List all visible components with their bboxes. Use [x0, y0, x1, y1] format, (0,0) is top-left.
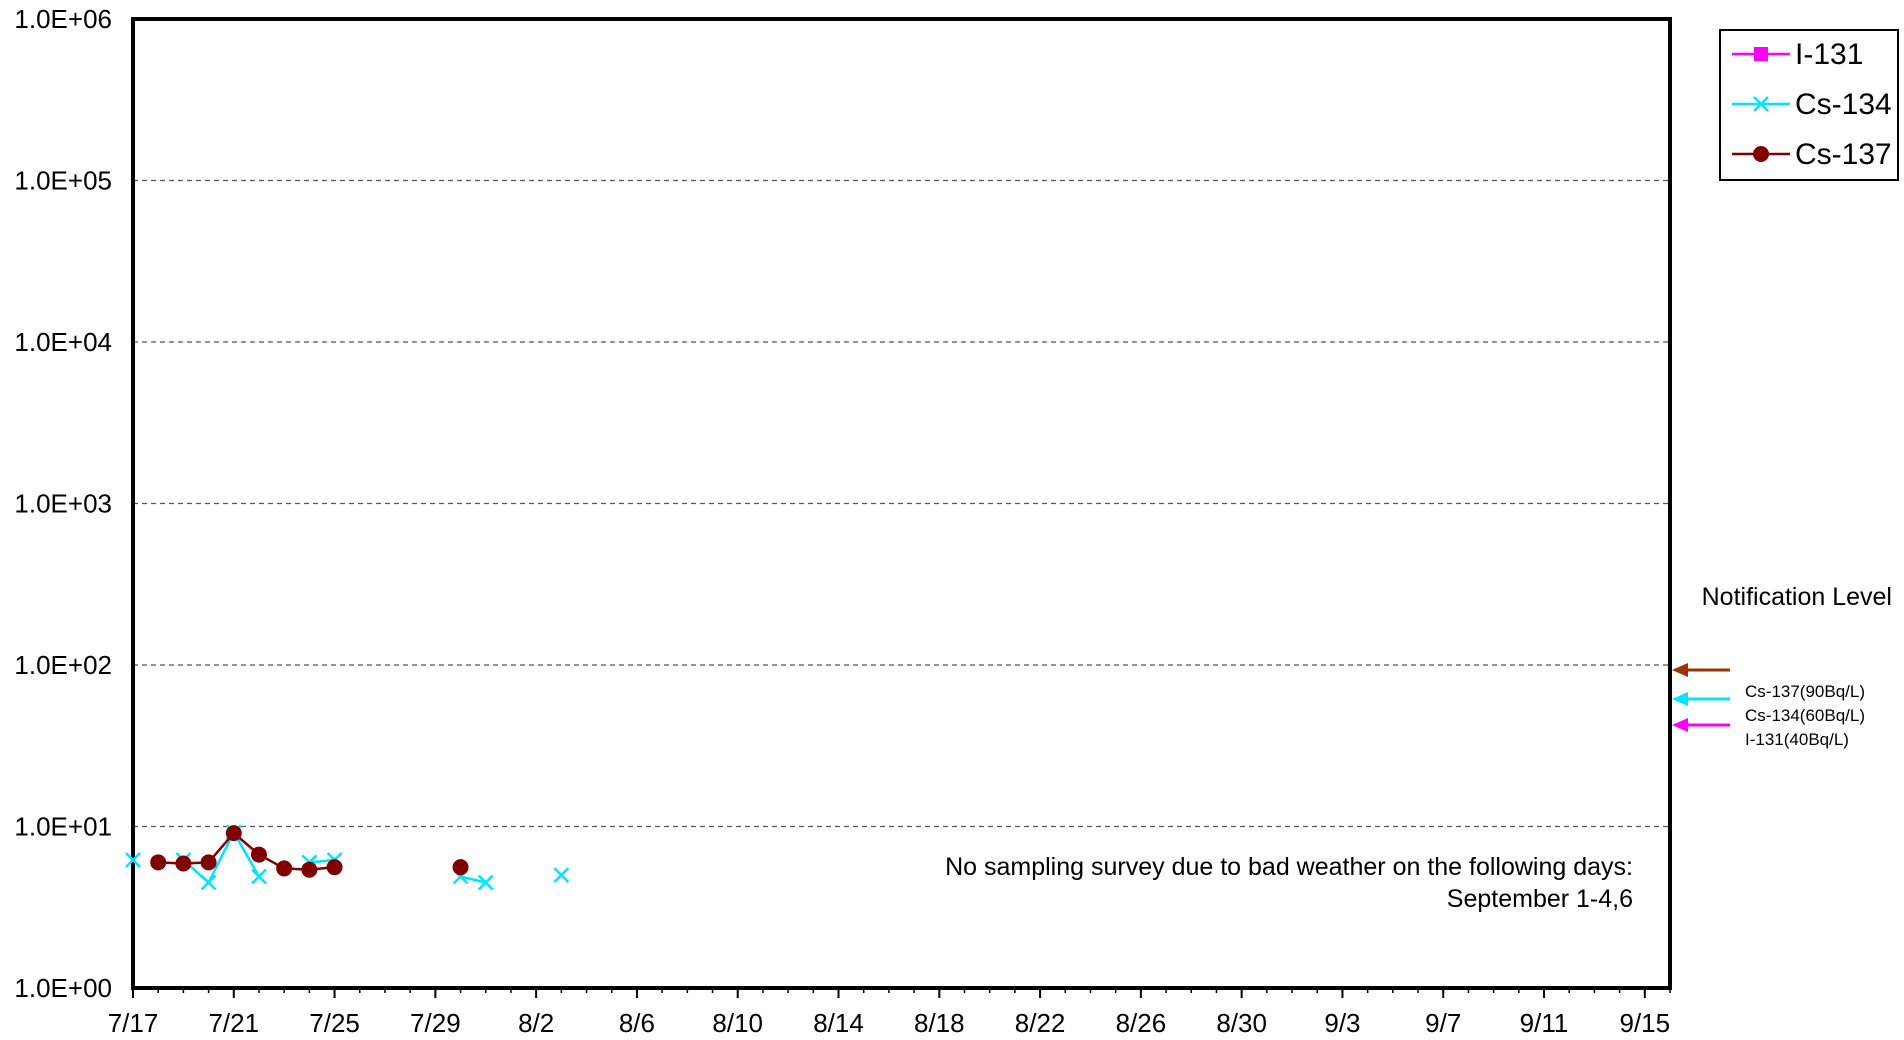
y-tick-label: 1.0E+06	[14, 4, 112, 34]
data-point	[250, 846, 267, 863]
data-point	[125, 852, 141, 868]
x-tick-label: 8/14	[813, 1008, 864, 1038]
x-tick-label: 8/6	[619, 1008, 655, 1038]
data-point	[452, 859, 469, 876]
y-axis: 1.0E+00 1.0E+01 1.0E+02 1.0E+03 1.0E+04 1.0E+…	[14, 4, 112, 1003]
notification-level-item: I-131(40Bq/L)	[1672, 718, 1849, 749]
data-point	[225, 825, 242, 842]
y-tick-label: 1.0E+00	[14, 973, 112, 1003]
data-point	[301, 861, 318, 878]
x-tick-label: 9/7	[1425, 1008, 1461, 1038]
weather-note: No sampling survey due to bad weather on…	[945, 853, 1633, 913]
notification-arrow-head	[1672, 663, 1688, 677]
y-tick-label: 1.0E+02	[14, 650, 112, 680]
x-tick-label: 8/26	[1116, 1008, 1167, 1038]
plot-area-frame	[131, 17, 1672, 990]
legend: I-131 Cs-134 Cs-137	[1719, 29, 1899, 181]
data-point	[276, 860, 293, 877]
x-tick-label: 8/18	[914, 1008, 965, 1038]
legend-marker	[1753, 146, 1769, 162]
notification-arrow-head	[1672, 718, 1688, 732]
series-cs-137	[150, 825, 469, 878]
notification-level-label: Cs-137(90Bq/L)	[1745, 682, 1865, 701]
data-point	[553, 867, 570, 884]
notification-levels: Notification Level Cs-137(90Bq/L) Cs-134(…	[1672, 583, 1892, 749]
legend-item: I-131	[1732, 38, 1863, 71]
x-tick-label: 7/17	[108, 1008, 159, 1038]
x-tick-label: 8/2	[518, 1008, 554, 1038]
notification-level-label: I-131(40Bq/L)	[1745, 730, 1849, 749]
data-point	[200, 854, 217, 871]
data-point	[200, 874, 217, 891]
x-tick-label: 9/15	[1619, 1008, 1670, 1038]
note-line-1: No sampling survey due to bad weather on…	[945, 853, 1633, 881]
note-line-2: September 1-4,6	[1447, 885, 1633, 913]
data-point	[251, 868, 267, 885]
series	[125, 824, 570, 891]
legend-marker	[1754, 47, 1768, 61]
notification-title: Notification Level	[1702, 583, 1892, 611]
x-tick-label: 9/3	[1324, 1008, 1360, 1038]
data-point	[477, 874, 494, 891]
grid-lines	[133, 179, 1670, 828]
y-tick-label: 1.0E+01	[14, 812, 112, 842]
y-tick-label: 1.0E+04	[14, 327, 112, 357]
data-point	[150, 854, 167, 871]
series-line-segment	[207, 831, 235, 884]
series-line-segment	[460, 875, 487, 884]
legend-label: Cs-137	[1795, 138, 1892, 171]
data-point	[175, 855, 192, 872]
x-axis: 7/17 7/21 7/25 7/29 8/2 8/6 8/10 8/14 8/18 8/22 8/…	[108, 988, 1671, 1038]
x-tick-label: 8/10	[712, 1008, 763, 1038]
notification-level-item: Cs-134(60Bq/L)	[1672, 692, 1865, 725]
x-tick-label: 7/29	[410, 1008, 461, 1038]
y-tick-label: 1.0E+03	[14, 489, 112, 519]
x-tick-label: 8/22	[1015, 1008, 1066, 1038]
x-tick-label: 7/25	[309, 1008, 360, 1038]
legend-marker	[1753, 96, 1769, 112]
legend-label: I-131	[1795, 38, 1863, 71]
notification-level-item: Cs-137(90Bq/L)	[1672, 663, 1865, 701]
x-tick-label: 7/21	[208, 1008, 259, 1038]
legend-label: Cs-134	[1795, 88, 1892, 121]
data-point	[326, 859, 343, 876]
y-tick-label: 1.0E+05	[14, 166, 112, 196]
x-tick-label: 9/11	[1520, 1008, 1569, 1038]
legend-item: Cs-134	[1732, 88, 1892, 121]
notification-level-label: Cs-134(60Bq/L)	[1745, 706, 1865, 725]
x-tick-label: 8/30	[1216, 1008, 1267, 1038]
series-cs-134	[125, 824, 570, 891]
legend-item: Cs-137	[1732, 138, 1892, 171]
notification-arrow-head	[1672, 692, 1688, 706]
